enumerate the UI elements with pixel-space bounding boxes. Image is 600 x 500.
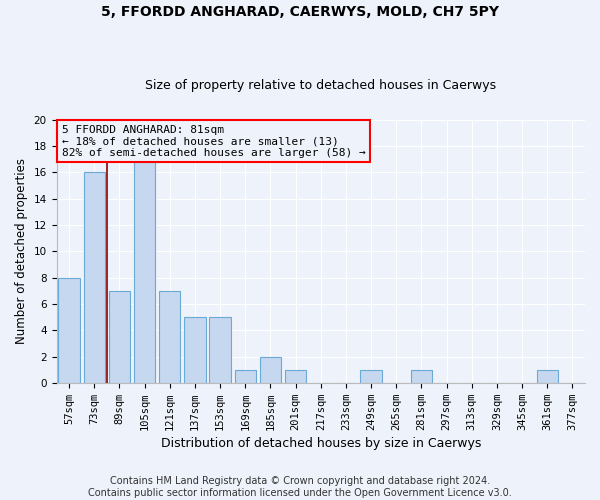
Bar	[536, 370, 558, 383]
Bar	[411, 370, 432, 383]
Bar	[235, 370, 256, 383]
Bar	[83, 172, 105, 383]
Y-axis label: Number of detached properties: Number of detached properties	[15, 158, 28, 344]
Text: 5 FFORDD ANGHARAD: 81sqm
← 18% of detached houses are smaller (13)
82% of semi-d: 5 FFORDD ANGHARAD: 81sqm ← 18% of detach…	[62, 125, 365, 158]
Bar	[58, 278, 80, 383]
Bar	[260, 356, 281, 383]
Bar	[109, 290, 130, 383]
Text: 5, FFORDD ANGHARAD, CAERWYS, MOLD, CH7 5PY: 5, FFORDD ANGHARAD, CAERWYS, MOLD, CH7 5…	[101, 5, 499, 19]
Bar	[285, 370, 306, 383]
Bar	[361, 370, 382, 383]
Bar	[209, 317, 231, 383]
Bar	[184, 317, 206, 383]
Text: Contains HM Land Registry data © Crown copyright and database right 2024.
Contai: Contains HM Land Registry data © Crown c…	[88, 476, 512, 498]
Bar	[159, 290, 181, 383]
Title: Size of property relative to detached houses in Caerwys: Size of property relative to detached ho…	[145, 79, 496, 92]
Bar	[134, 159, 155, 383]
X-axis label: Distribution of detached houses by size in Caerwys: Distribution of detached houses by size …	[161, 437, 481, 450]
